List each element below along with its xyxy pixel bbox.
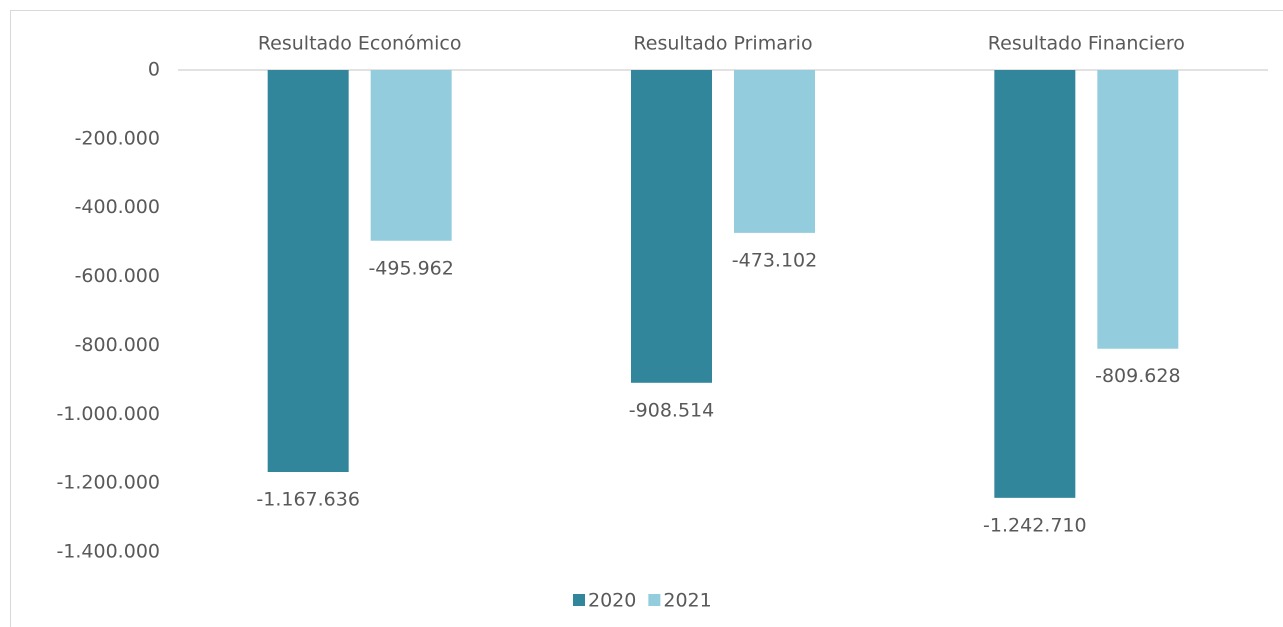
y-tick-label: -1.400.000 bbox=[56, 541, 160, 563]
y-tick-label: -1.000.000 bbox=[56, 403, 160, 425]
chart-border bbox=[10, 10, 1283, 627]
y-tick-label: -600.000 bbox=[75, 265, 160, 287]
data-label: -908.514 bbox=[629, 399, 714, 421]
bar bbox=[1097, 70, 1179, 349]
bar bbox=[631, 70, 712, 383]
data-label: -1.242.710 bbox=[983, 514, 1087, 536]
category-label: Resultado Primario bbox=[633, 33, 812, 55]
legend-swatch bbox=[648, 594, 661, 606]
y-tick-label: -800.000 bbox=[75, 334, 160, 356]
category-label: Resultado Económico bbox=[258, 33, 462, 55]
data-label: -809.628 bbox=[1095, 365, 1180, 387]
y-tick-label: -1.200.000 bbox=[56, 472, 160, 494]
bar bbox=[267, 70, 349, 473]
bar bbox=[994, 70, 1076, 498]
y-tick-label: 0 bbox=[148, 59, 160, 81]
bar bbox=[370, 70, 452, 241]
category-label: Resultado Financiero bbox=[988, 33, 1185, 55]
data-label: -1.167.636 bbox=[256, 489, 360, 511]
data-label: -473.102 bbox=[732, 249, 817, 271]
y-tick-label: -400.000 bbox=[75, 196, 160, 218]
y-tick-label: -200.000 bbox=[75, 127, 160, 149]
bar bbox=[734, 70, 815, 233]
data-label: -495.962 bbox=[368, 257, 453, 279]
legend-label: 2021 bbox=[663, 590, 711, 612]
legend-label: 2020 bbox=[588, 590, 636, 612]
legend-swatch bbox=[573, 594, 585, 606]
